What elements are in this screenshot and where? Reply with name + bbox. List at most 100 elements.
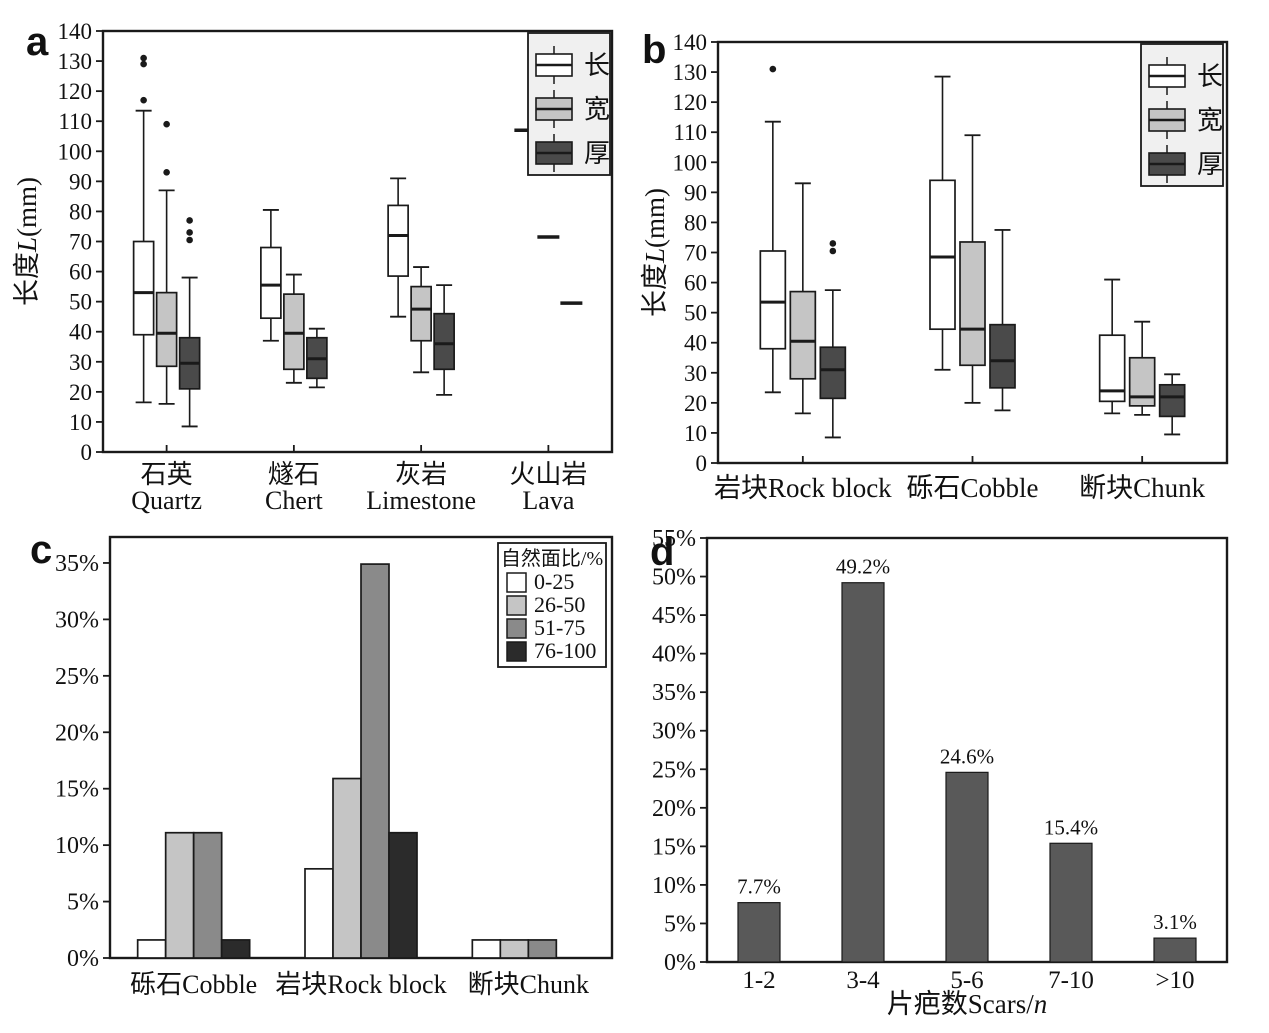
x-category-label: Quartz bbox=[131, 486, 202, 515]
legend-label: 宽 bbox=[584, 95, 610, 124]
legend-label: 长 bbox=[1197, 62, 1223, 91]
y-axis-title: 长度L(mm) bbox=[12, 177, 42, 306]
x-category-label: Lava bbox=[522, 486, 574, 515]
y-tick-label: 90 bbox=[684, 180, 707, 205]
y-tick-label: 60 bbox=[684, 271, 707, 296]
bar bbox=[1049, 842, 1093, 963]
legend-swatch bbox=[506, 618, 527, 639]
y-tick-label: 40 bbox=[69, 320, 92, 345]
y-tick-label: 35% bbox=[652, 680, 696, 706]
series-长 bbox=[759, 65, 1126, 415]
outlier-dot bbox=[186, 217, 193, 224]
bar bbox=[332, 777, 362, 959]
x-category-label: Chert bbox=[265, 486, 324, 515]
panel-d-letter: d bbox=[650, 530, 675, 574]
x-axis-b: 岩块Rock block 砾石Cobble 断块Chunk bbox=[714, 456, 1206, 503]
x-category-label: 砾石Cobble bbox=[130, 970, 257, 999]
outlier-dot bbox=[829, 247, 837, 255]
y-tick-label: 70 bbox=[684, 241, 707, 266]
y-tick-label: 30% bbox=[55, 607, 99, 633]
panel-a-letter: a bbox=[26, 20, 49, 64]
x-category-label: 火山岩 bbox=[509, 460, 587, 489]
bar bbox=[1153, 937, 1197, 963]
y-tick-label: 60 bbox=[69, 260, 92, 285]
legend-label: 宽 bbox=[1197, 106, 1223, 135]
y-tick-label: 20 bbox=[684, 391, 707, 416]
bar-value-label: 7.7% bbox=[737, 875, 781, 899]
x-category-label: 断块Chunk bbox=[1079, 473, 1206, 503]
y-tick-label: 15% bbox=[652, 834, 696, 860]
bar bbox=[737, 902, 781, 963]
legend-label: 76-100 bbox=[534, 638, 596, 663]
x-axis-d: 1-2 3-4 5-6 7-10 >10 bbox=[742, 967, 1194, 994]
x-category-label: 3-4 bbox=[846, 967, 880, 994]
outlier-dot bbox=[186, 229, 193, 236]
bar-value-label: 3.1% bbox=[1153, 910, 1197, 934]
legend-label: 厚 bbox=[584, 139, 610, 168]
y-tick-label: 30 bbox=[69, 350, 92, 375]
bar bbox=[388, 831, 418, 959]
y-tick-label: 130 bbox=[673, 60, 708, 85]
y-tick-label: 50% bbox=[652, 565, 696, 591]
series-76-100 bbox=[220, 831, 418, 959]
y-tick-label: 5% bbox=[67, 890, 99, 916]
box bbox=[1128, 356, 1156, 407]
bar bbox=[471, 939, 502, 959]
y-tick-label: 25% bbox=[652, 757, 696, 783]
outlier-dot bbox=[769, 65, 777, 73]
series-厚 bbox=[819, 229, 1186, 439]
x-category-label: 砾石Cobble bbox=[907, 473, 1039, 503]
x-category-label: 灰岩 bbox=[395, 460, 447, 489]
legend-label: 26-50 bbox=[534, 592, 585, 617]
y-tick-label: 10 bbox=[684, 421, 707, 446]
box bbox=[789, 290, 817, 380]
y-tick-label: 120 bbox=[673, 90, 708, 115]
panel-b-boxplot-chart: 0 10 20 30 40 50 60 70 80 90 100 110 120 130 140 长度L(mm… bbox=[640, 30, 1229, 503]
outlier-dot bbox=[140, 60, 147, 68]
box bbox=[410, 285, 432, 342]
series-长 bbox=[132, 54, 537, 404]
x-category-label: >10 bbox=[1155, 967, 1194, 994]
bar bbox=[527, 939, 558, 959]
x-category-label: Limestone bbox=[366, 486, 476, 515]
y-tick-label: 20 bbox=[69, 380, 92, 405]
legend-swatch bbox=[506, 595, 527, 616]
y-tick-label: 140 bbox=[673, 30, 708, 55]
y-tick-label: 110 bbox=[58, 109, 92, 134]
y-tick-label: 0% bbox=[664, 950, 696, 976]
panel-d-bar-chart: 0% 5% 10% 15% 20% 25% 30% 35% 40% 45% 50% 55% 7.7% 49… bbox=[652, 526, 1229, 1019]
legend-label: 51-75 bbox=[534, 615, 585, 640]
y-axis-d: 0% 5% 10% 15% 20% 25% 30% 35% 40% 45% 50% 55% bbox=[652, 526, 707, 976]
y-tick-label: 25% bbox=[55, 664, 99, 690]
y-tick-label: 30 bbox=[684, 361, 707, 386]
x-category-label: 7-10 bbox=[1048, 967, 1094, 994]
y-tick-label: 80 bbox=[69, 199, 92, 224]
y-tick-label: 70 bbox=[69, 230, 92, 255]
y-tick-label: 30% bbox=[652, 719, 696, 745]
x-category-label: 1-2 bbox=[742, 967, 775, 994]
legend-label: 厚 bbox=[1197, 150, 1223, 179]
box bbox=[132, 240, 155, 336]
x-axis-title: 片疤数Scars/n bbox=[887, 989, 1047, 1019]
box bbox=[959, 241, 986, 367]
y-tick-label: 10% bbox=[55, 833, 99, 859]
legend-label: 0-25 bbox=[534, 569, 574, 594]
y-tick-label: 40 bbox=[684, 331, 707, 356]
bar-value-label: 15.4% bbox=[1044, 815, 1098, 839]
box bbox=[1158, 383, 1186, 418]
x-category-label: 岩块Rock block bbox=[714, 473, 892, 503]
bar bbox=[360, 563, 390, 959]
y-tick-label: 10 bbox=[69, 410, 92, 435]
box bbox=[155, 291, 178, 368]
legend-a: 长宽厚 bbox=[527, 32, 611, 176]
y-tick-label: 100 bbox=[673, 150, 708, 175]
y-tick-label: 80 bbox=[684, 210, 707, 235]
box bbox=[989, 323, 1016, 389]
y-tick-label: 0 bbox=[696, 451, 708, 476]
y-tick-label: 130 bbox=[58, 49, 93, 74]
y-axis-title: 长度L(mm) bbox=[640, 188, 670, 317]
panel-a: 0 10 20 30 40 50 60 70 80 90 100 110 120 130 140 长度L(mm… bbox=[0, 0, 634, 522]
legend-b: 长宽厚 bbox=[1140, 43, 1224, 187]
x-category-label: 断块Chunk bbox=[468, 970, 589, 999]
